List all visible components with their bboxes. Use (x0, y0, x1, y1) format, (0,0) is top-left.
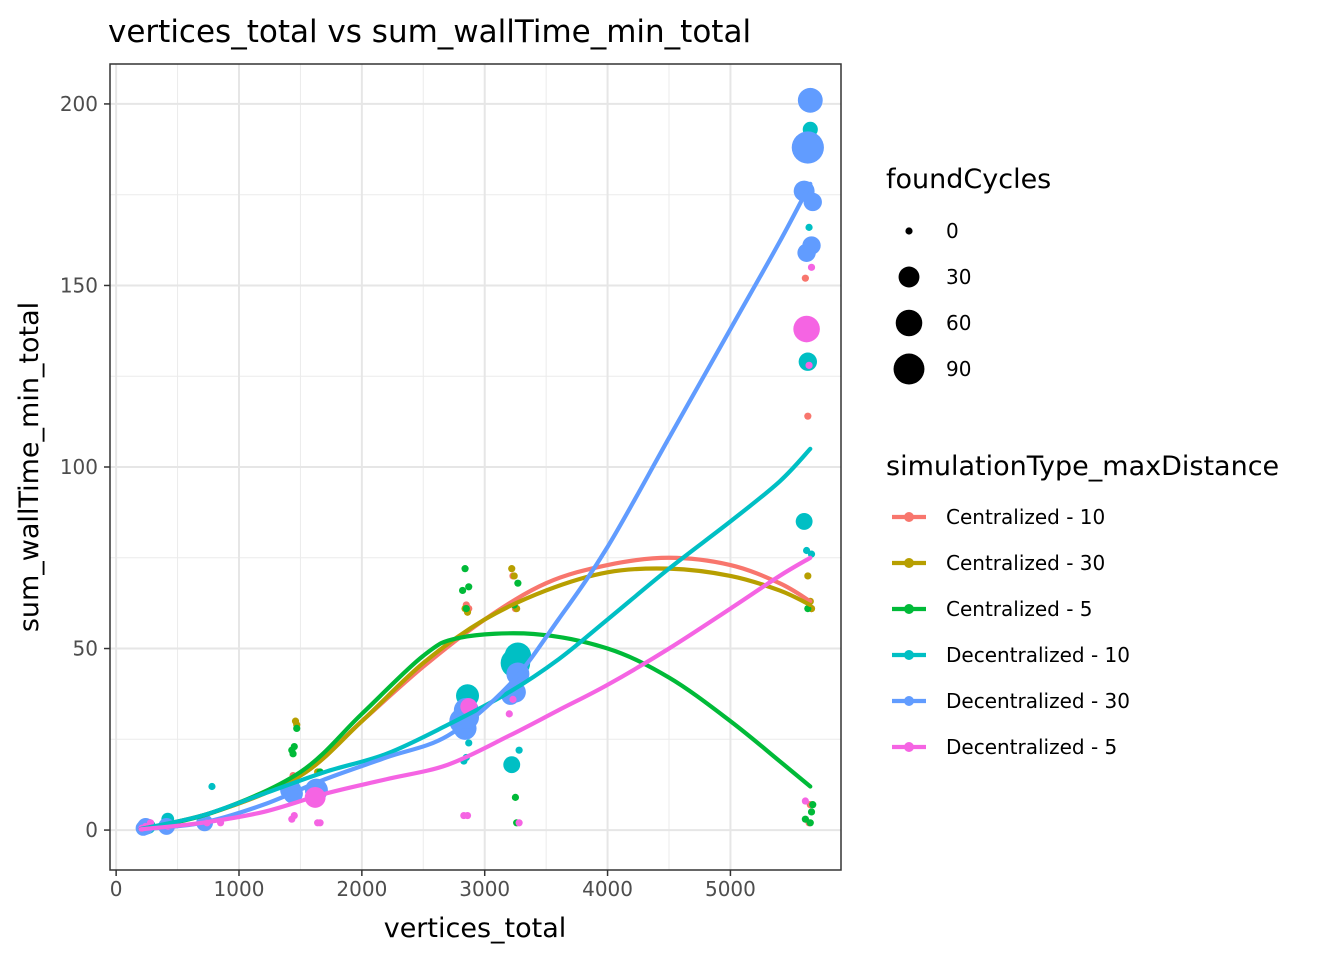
data-point-2 (508, 565, 516, 573)
x-tick-label: 1000 (214, 877, 265, 901)
legend-color-label: Centralized - 5 (946, 597, 1093, 621)
data-point-5 (791, 131, 824, 164)
data-point-4 (795, 513, 813, 530)
x-tick-label: 0 (110, 877, 123, 901)
trend-line-6 (138, 555, 813, 832)
data-point-2 (510, 572, 518, 580)
data-point-1 (801, 274, 809, 282)
legend-size-label: 30 (946, 265, 971, 289)
plot-panel (109, 63, 842, 871)
legend-color-title: simulationType_maxDistance (886, 451, 1279, 482)
data-point-1 (804, 412, 812, 420)
y-tick-label: 150 (60, 273, 98, 297)
legend-found-cycles: foundCycles 0 30 60 90 (886, 164, 1051, 385)
legend-color-label: Decentralized - 30 (946, 689, 1130, 713)
legend-size-key (893, 353, 925, 385)
legend-size-label: 60 (946, 311, 971, 335)
data-point-3 (289, 750, 297, 758)
legend-color-dot (904, 558, 914, 568)
legend-size-key (898, 266, 920, 288)
data-point-6 (805, 361, 813, 369)
data-point-6 (515, 819, 523, 827)
data-point-3 (809, 801, 817, 809)
legend-color-dot (904, 742, 914, 752)
x-axis-title: vertices_total (384, 913, 567, 944)
y-tick-label: 50 (73, 637, 98, 661)
data-point-3 (293, 724, 301, 733)
data-point-3 (514, 579, 522, 587)
data-point-6 (807, 263, 816, 271)
data-point-3 (462, 604, 470, 613)
y-tick-label: 0 (85, 818, 98, 842)
legend-size-key (905, 227, 913, 235)
legend-color-dot (904, 650, 914, 660)
data-point-6 (463, 811, 472, 820)
legend-size-title: foundCycles (886, 164, 1051, 195)
data-point-4 (503, 756, 521, 774)
data-point-6 (801, 797, 809, 805)
data-point-4 (504, 642, 532, 670)
data-point-3 (511, 793, 520, 801)
data-point-4 (803, 546, 811, 555)
legend-color-dot (904, 512, 914, 522)
data-point-3 (801, 815, 809, 823)
data-point-5 (797, 87, 823, 113)
data-point-3 (806, 819, 814, 827)
legend-color-label: Centralized - 10 (946, 505, 1105, 529)
legend-color-label: Decentralized - 10 (946, 643, 1130, 667)
data-point-4 (515, 746, 523, 754)
data-point-5 (802, 236, 821, 255)
x-tick-label: 4000 (582, 877, 633, 901)
legend-color-label: Centralized - 30 (946, 551, 1105, 575)
y-tick-label: 100 (60, 455, 98, 479)
legend-size-key (895, 309, 923, 337)
data-point-4 (465, 739, 473, 747)
y-tick-label: 200 (60, 92, 98, 116)
legend-size-label: 0 (946, 219, 959, 243)
legend-color-dot (904, 604, 914, 614)
data-point-6 (793, 315, 820, 343)
data-point-6 (290, 811, 298, 820)
trend-lines-layer (138, 181, 813, 832)
chart-title: vertices_total vs sum_wallTime_min_total (108, 14, 751, 50)
data-point-4 (208, 782, 216, 791)
data-point-3 (459, 586, 467, 595)
y-axis-title: sum_wallTime_min_total (14, 302, 45, 632)
y-axis: 0 50 100 150 200 (60, 92, 110, 842)
x-tick-label: 2000 (336, 877, 387, 901)
legend-simulation-type: simulationType_maxDistance Centralized -… (886, 451, 1279, 759)
x-tick-label: 3000 (459, 877, 510, 901)
trend-line-4 (138, 446, 813, 832)
data-point-6 (505, 710, 513, 718)
data-point-2 (804, 572, 812, 580)
data-point-5 (803, 192, 822, 212)
x-tick-label: 5000 (705, 877, 756, 901)
data-point-3 (807, 808, 816, 816)
legend-size-label: 90 (946, 357, 971, 381)
data-point-4 (805, 223, 813, 231)
data-point-6 (316, 819, 324, 827)
x-axis: 0 1000 2000 3000 4000 5000 (110, 870, 756, 901)
trend-line-3 (138, 631, 813, 832)
trend-line-5 (138, 181, 813, 832)
legend-color-label: Decentralized - 5 (946, 735, 1117, 759)
data-point-3 (290, 742, 298, 751)
data-point-3 (465, 583, 473, 591)
data-point-6 (509, 695, 517, 703)
legend-color-dot (904, 696, 914, 706)
data-point-3 (461, 565, 469, 573)
